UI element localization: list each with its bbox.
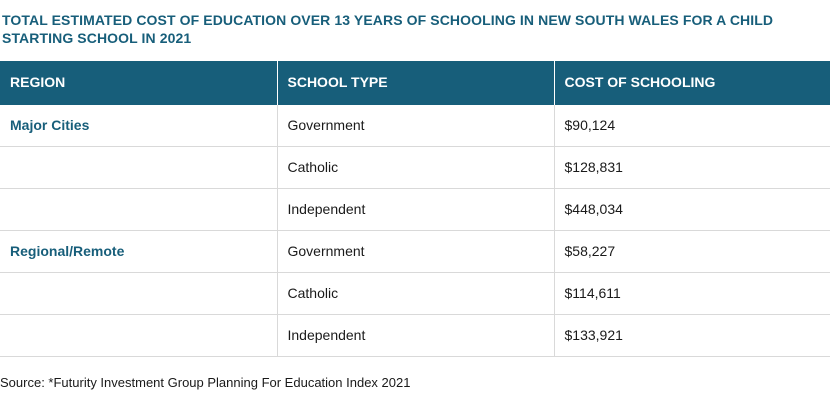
table-header: REGION SCHOOL TYPE COST OF SCHOOLING <box>0 61 830 104</box>
school-type-cell: Independent <box>276 187 555 231</box>
school-type-cell: Catholic <box>276 145 555 189</box>
school-type-cell: Independent <box>276 313 555 357</box>
source-note: Source: *Futurity Investment Group Plann… <box>0 375 411 390</box>
region-cell <box>0 313 278 357</box>
region-cell: Major Cities <box>0 103 278 147</box>
column-header-cost: COST OF SCHOOLING <box>553 61 830 104</box>
cost-cell: $128,831 <box>553 145 830 189</box>
region-cell <box>0 187 278 231</box>
school-type-cell: Government <box>276 103 555 147</box>
region-cell: Regional/Remote <box>0 229 278 273</box>
school-type-cell: Catholic <box>276 271 555 315</box>
table-row: Catholic $114,611 <box>0 271 830 315</box>
cost-cell: $90,124 <box>553 103 830 147</box>
cost-cell: $133,921 <box>553 313 830 357</box>
table-row: Independent $448,034 <box>0 187 830 231</box>
table-row: Independent $133,921 <box>0 313 830 357</box>
table-row: Regional/Remote Government $58,227 <box>0 229 830 273</box>
school-type-cell: Government <box>276 229 555 273</box>
cost-cell: $448,034 <box>553 187 830 231</box>
header-row: REGION SCHOOL TYPE COST OF SCHOOLING <box>0 61 830 104</box>
table-row: Major Cities Government $90,124 <box>0 103 830 147</box>
region-cell <box>0 271 278 315</box>
table-row: Catholic $128,831 <box>0 145 830 189</box>
table-title: TOTAL ESTIMATED COST OF EDUCATION OVER 1… <box>2 12 774 46</box>
cost-cell: $114,611 <box>553 271 830 315</box>
column-header-region: REGION <box>0 61 277 104</box>
cost-table: REGION SCHOOL TYPE COST OF SCHOOLING Maj… <box>0 61 830 357</box>
table-body: Major Cities Government $90,124 Catholic… <box>0 103 830 357</box>
column-header-school-type: SCHOOL TYPE <box>276 61 554 104</box>
cost-cell: $58,227 <box>553 229 830 273</box>
region-cell <box>0 145 278 189</box>
